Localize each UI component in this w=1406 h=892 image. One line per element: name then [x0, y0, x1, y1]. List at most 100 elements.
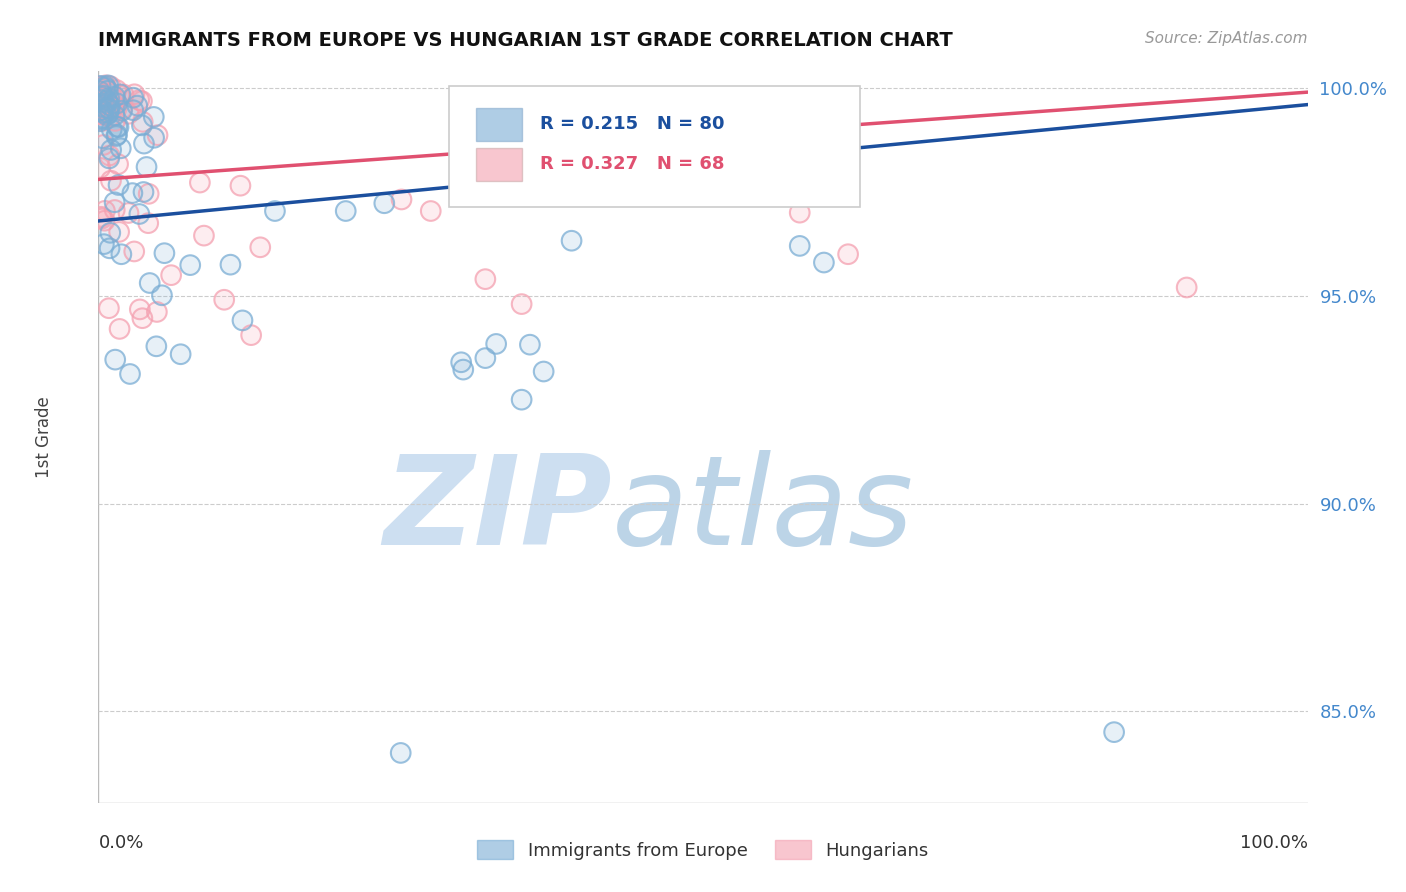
Point [93, 213, 115, 227]
Point [90, 210, 112, 224]
Point [118, 367, 141, 381]
Point [561, 234, 583, 248]
Point [117, 206, 139, 220]
Point [101, 102, 124, 116]
Point [229, 178, 252, 193]
Point [90, 92, 112, 106]
Point [121, 186, 143, 200]
Point [104, 352, 127, 367]
Point [93, 137, 115, 152]
Point [91, 211, 114, 226]
Point [122, 91, 145, 105]
Point [135, 160, 157, 174]
Point [93, 95, 115, 109]
Point [90, 107, 112, 121]
Text: R = 0.327   N = 68: R = 0.327 N = 68 [540, 155, 724, 173]
Point [160, 268, 183, 282]
Point [93, 95, 115, 109]
Point [117, 107, 139, 121]
Point [91, 97, 114, 112]
Point [335, 204, 357, 219]
Point [146, 305, 169, 319]
Point [108, 225, 131, 239]
Point [249, 240, 271, 254]
FancyBboxPatch shape [475, 108, 522, 141]
Point [128, 302, 150, 317]
Point [391, 193, 413, 207]
Point [90, 103, 112, 117]
Point [93, 88, 115, 103]
Point [153, 246, 176, 260]
Text: ZIP: ZIP [384, 450, 613, 571]
Point [97, 95, 120, 110]
Point [91, 105, 114, 120]
Point [112, 87, 135, 102]
Point [249, 240, 271, 254]
Point [104, 202, 127, 217]
Point [136, 216, 159, 230]
FancyBboxPatch shape [475, 148, 522, 181]
Point [131, 115, 153, 129]
Point [93, 237, 115, 252]
Point [110, 247, 132, 261]
Point [107, 120, 129, 135]
Text: IMMIGRANTS FROM EUROPE VS HUNGARIAN 1ST GRADE CORRELATION CHART: IMMIGRANTS FROM EUROPE VS HUNGARIAN 1ST … [98, 31, 953, 50]
Point [510, 392, 533, 407]
Point [1175, 280, 1198, 294]
Point [131, 115, 153, 129]
Point [90, 103, 112, 117]
Point [146, 305, 169, 319]
Point [105, 96, 128, 111]
Point [131, 94, 153, 108]
Point [105, 128, 128, 142]
Point [100, 87, 122, 101]
Point [91, 111, 114, 125]
Point [789, 205, 811, 219]
Point [122, 244, 145, 259]
Point [1102, 725, 1125, 739]
Point [97, 95, 120, 110]
Point [124, 87, 146, 102]
Point [90, 112, 112, 126]
Point [127, 98, 149, 112]
Point [451, 362, 474, 376]
Point [121, 186, 143, 200]
Text: atlas: atlas [613, 450, 914, 571]
Point [104, 195, 127, 210]
Point [107, 178, 129, 192]
Point [93, 213, 115, 227]
Point [131, 311, 153, 326]
Point [105, 83, 128, 97]
Point [112, 87, 135, 102]
Point [94, 101, 117, 115]
Point [145, 339, 167, 353]
Legend: Immigrants from Europe, Hungarians: Immigrants from Europe, Hungarians [470, 833, 936, 867]
Point [132, 185, 155, 199]
Point [103, 99, 125, 113]
Point [89, 114, 111, 128]
Point [264, 204, 287, 219]
Point [94, 78, 117, 93]
Point [373, 196, 395, 211]
Point [389, 746, 412, 760]
Text: 0.0%: 0.0% [98, 834, 143, 852]
Point [188, 176, 211, 190]
Text: 1st Grade: 1st Grade [35, 396, 53, 478]
Point [789, 205, 811, 219]
Point [1175, 280, 1198, 294]
Point [104, 202, 127, 217]
Point [108, 225, 131, 239]
Point [146, 128, 169, 143]
Point [89, 105, 111, 120]
Point [100, 174, 122, 188]
Point [89, 78, 111, 93]
Point [132, 185, 155, 199]
Point [91, 87, 114, 101]
Point [89, 102, 111, 116]
Point [389, 746, 412, 760]
Point [98, 110, 121, 124]
Point [97, 301, 120, 316]
Point [91, 90, 114, 104]
Point [98, 148, 121, 162]
Point [474, 351, 496, 365]
